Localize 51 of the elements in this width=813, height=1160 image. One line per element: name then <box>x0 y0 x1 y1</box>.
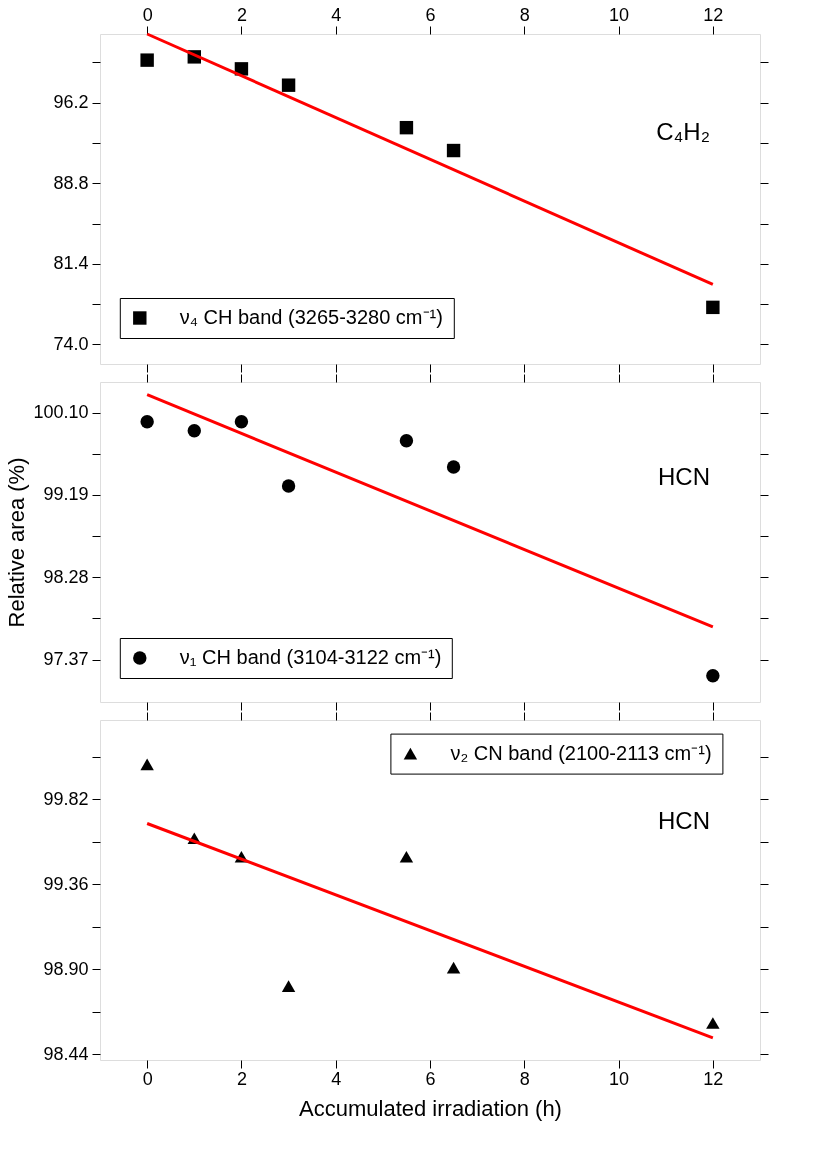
y-tick-label: 81.4 <box>53 253 89 274</box>
point <box>446 143 461 158</box>
point <box>706 669 720 683</box>
point <box>706 1017 720 1029</box>
x-tick-label: 8 <box>519 1068 530 1089</box>
annotation: C₄H₂ <box>656 118 710 145</box>
x2-tick-label: 8 <box>519 4 530 25</box>
y-tick-label: 96.2 <box>53 92 89 113</box>
y-tick-label: 99.82 <box>43 788 89 809</box>
point <box>446 460 461 474</box>
x-tick-label: 0 <box>142 1068 153 1089</box>
x2-tick-label: 2 <box>236 4 247 25</box>
point <box>187 424 201 438</box>
legend-label: ν₄ CH band (3265-3280 cm⁻¹) <box>179 306 443 328</box>
y-tick-label: 98.44 <box>43 1043 89 1064</box>
point <box>399 850 414 863</box>
point <box>446 961 461 974</box>
x2-tick-label: 0 <box>142 4 153 25</box>
x-tick-label: 4 <box>331 1068 342 1089</box>
x-tick-label: 6 <box>425 1068 436 1089</box>
point <box>140 758 154 771</box>
y-tick-label: 97.37 <box>43 649 89 670</box>
y-axis-title: Relative area (%) <box>4 457 30 628</box>
x-tick-label: 12 <box>703 1068 724 1089</box>
y-tick-label: 99.19 <box>43 484 89 505</box>
annotation: HCN <box>658 807 710 834</box>
point <box>399 120 414 135</box>
x-tick-label: 10 <box>609 1068 630 1089</box>
y-tick-label: 99.36 <box>43 873 89 894</box>
point <box>281 980 296 992</box>
legend-label: ν₂ CN band (2100-2113 cm⁻¹) <box>450 741 712 764</box>
x2-tick-label: 10 <box>609 4 630 25</box>
y-tick-label: 100.10 <box>33 402 89 423</box>
point <box>399 434 414 448</box>
point <box>234 415 249 429</box>
x2-tick-label: 6 <box>425 4 436 25</box>
x-axis-title: Accumulated irradiation (h) <box>299 1095 562 1121</box>
y-tick-label: 88.8 <box>53 172 89 193</box>
x2-tick-label: 4 <box>331 4 342 25</box>
point <box>140 415 154 429</box>
x2-tick-label: 12 <box>703 4 724 25</box>
y-tick-label: 74.0 <box>53 333 89 354</box>
y-tick-label: 98.90 <box>43 958 89 979</box>
point <box>140 53 154 67</box>
annotation: HCN <box>658 463 710 490</box>
legend-label: ν₁ CH band (3104-3122 cm⁻¹) <box>179 646 442 668</box>
point <box>281 479 296 493</box>
y-tick-label: 98.28 <box>43 566 89 587</box>
point <box>281 78 296 92</box>
x-tick-label: 2 <box>236 1068 247 1089</box>
point <box>706 300 720 315</box>
